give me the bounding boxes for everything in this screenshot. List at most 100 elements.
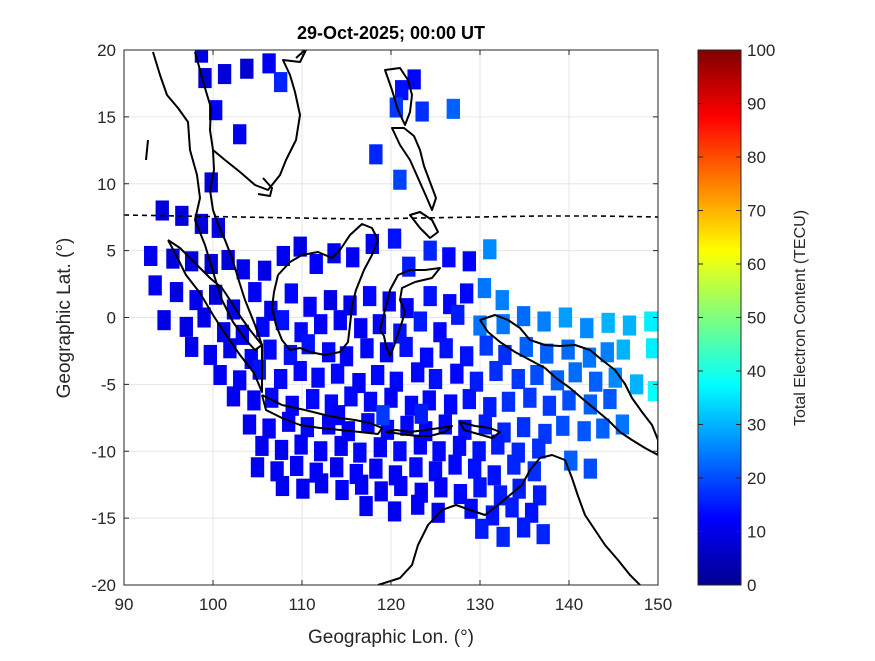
tec-cell	[558, 307, 573, 328]
tec-cell	[314, 473, 329, 494]
tec-cell	[516, 306, 531, 327]
tec-cell	[433, 322, 447, 343]
tec-cell	[300, 417, 315, 438]
y-axis-label: Geographic Lat. (°)	[54, 238, 75, 399]
y-tick-label: 10	[97, 175, 116, 194]
tec-cell	[473, 315, 487, 336]
tec-cell	[262, 418, 276, 439]
tec-cell	[322, 342, 336, 363]
tec-cell	[434, 477, 448, 498]
tec-cell	[333, 310, 347, 331]
tec-cell	[411, 494, 425, 515]
y-tick-label: 15	[97, 108, 116, 127]
tec-cell	[462, 251, 476, 272]
tec-cell	[479, 335, 493, 356]
tec-cell	[616, 339, 630, 360]
x-tick-label: 140	[555, 595, 583, 614]
x-tick-label: 100	[199, 595, 227, 614]
tec-cell	[469, 371, 484, 392]
tec-cell	[413, 311, 428, 332]
colorbar	[697, 49, 742, 586]
tec-cell	[475, 518, 489, 539]
tec-cell	[203, 344, 218, 365]
tec-cell	[583, 458, 598, 479]
tec-cell	[477, 278, 492, 299]
tec-cell	[407, 69, 421, 90]
tec-cell	[615, 414, 630, 435]
tec-cell	[226, 299, 241, 320]
tec-cell	[516, 417, 531, 438]
colorbar-tick-label: 0	[747, 576, 756, 595]
tec-cell	[629, 374, 644, 395]
x-axis-ticks: 90 100 110 120 130 140 150	[115, 50, 672, 614]
tec-cell	[580, 318, 594, 339]
tec-cell	[311, 367, 325, 388]
tec-cell	[432, 441, 446, 462]
tec-cell	[442, 247, 456, 268]
tec-cell	[489, 360, 503, 382]
tec-cell	[379, 342, 394, 363]
tec-cell	[394, 475, 408, 497]
tec-cell	[473, 477, 487, 498]
tec-cell	[519, 336, 533, 357]
tec-cell	[459, 283, 474, 304]
coastlines	[145, 50, 658, 585]
tec-cell	[189, 290, 203, 311]
tec-cell	[327, 243, 341, 264]
tec-cell	[487, 465, 501, 486]
tec-cell	[323, 290, 338, 311]
tec-cell	[363, 391, 378, 412]
tec-cell	[491, 434, 505, 455]
colorbar-tick-label: 100	[747, 41, 775, 60]
tec-cell	[296, 478, 310, 499]
tec-cell	[217, 64, 232, 85]
tec-cell	[339, 346, 354, 367]
tec-cell	[446, 98, 460, 119]
tec-cell	[527, 461, 541, 482]
tec-cell	[265, 387, 279, 408]
tec-cell	[247, 390, 261, 411]
tec-cell	[353, 442, 367, 463]
tec-cell	[256, 316, 270, 337]
y-tick-label: -10	[91, 442, 116, 461]
tec-cell	[532, 438, 546, 459]
tec-cell	[589, 371, 603, 392]
tec-cell	[600, 342, 614, 363]
tec-cell	[262, 53, 276, 74]
tec-cell	[464, 498, 478, 519]
tec-cell	[255, 435, 269, 456]
tec-cell	[395, 80, 409, 101]
colorbar-label: Total Electron Content (TECU)	[792, 210, 809, 426]
tec-cell	[393, 441, 407, 462]
tec-cell	[556, 415, 570, 436]
tec-cell	[450, 363, 464, 384]
x-tick-label: 90	[115, 595, 134, 614]
tec-cell	[387, 228, 402, 249]
tec-cell	[373, 437, 387, 458]
tec-cell	[496, 526, 510, 547]
tec-cell	[335, 480, 349, 501]
tec-cell	[577, 421, 591, 442]
tec-cell	[389, 371, 404, 392]
tec-cell	[428, 461, 443, 482]
tec-cell	[285, 395, 299, 416]
x-tick-label: 130	[466, 595, 494, 614]
tec-cells	[144, 50, 658, 547]
colorbar-tick-label: 10	[747, 523, 766, 542]
tec-cell	[568, 362, 582, 383]
tec-cell	[472, 441, 486, 462]
y-tick-label: -20	[91, 576, 116, 595]
tec-cell	[452, 435, 467, 456]
tec-cell	[273, 368, 288, 390]
tec-cell	[505, 497, 519, 518]
tec-cell	[294, 434, 308, 455]
tec-cell	[179, 316, 193, 337]
tec-cell	[289, 455, 304, 476]
tec-cell	[415, 101, 429, 122]
x-tick-label: 110	[288, 595, 315, 614]
tec-cell	[213, 364, 227, 386]
tec-cell	[334, 435, 348, 456]
tec-cell	[645, 338, 658, 359]
tec-cell	[511, 368, 525, 390]
tec-cell	[369, 458, 383, 479]
